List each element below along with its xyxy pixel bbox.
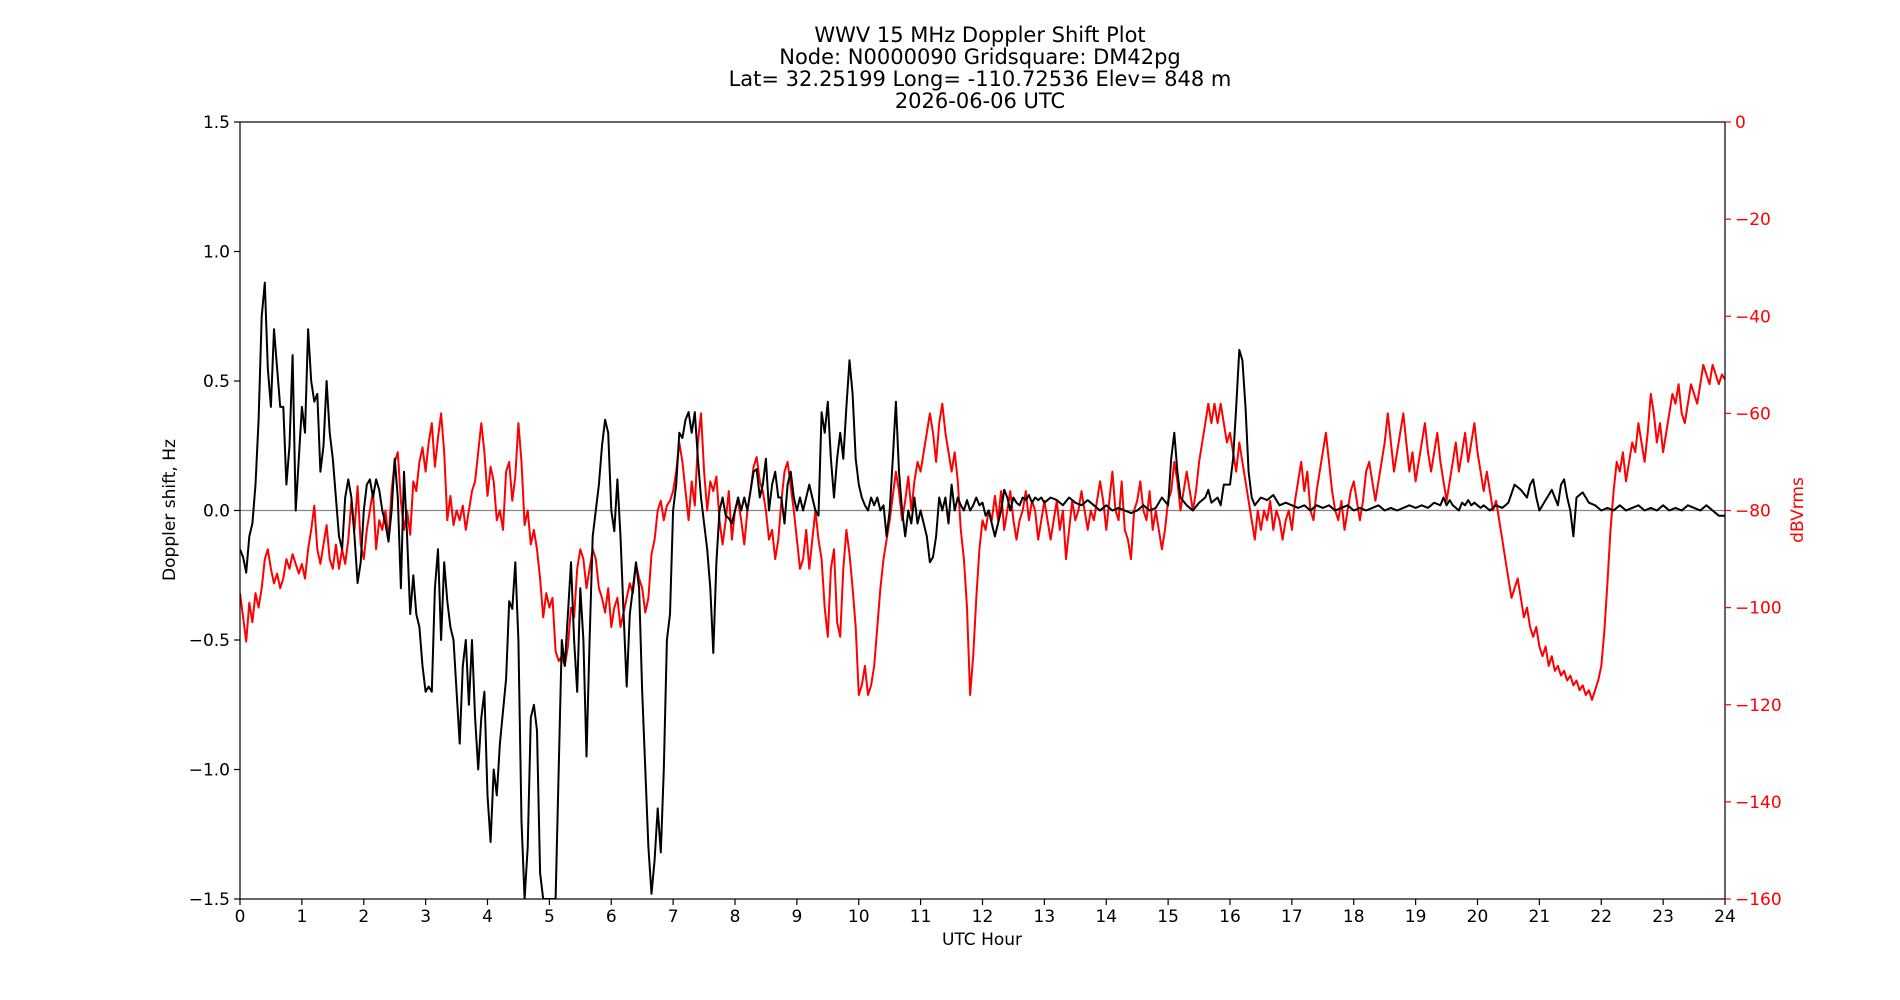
title-line-3: Lat= 32.25199 Long= -110.72536 Elev= 848… [729,67,1232,91]
series-group [240,281,1725,899]
x-tick-label: 4 [482,907,493,927]
title-line-2: Node: N0000090 Gridsquare: DM42pg [779,45,1181,69]
y2-tick-label: 0 [1735,113,1746,133]
y2-axis-label: dBVrms [1788,477,1808,543]
y-tick-label: −0.5 [189,631,230,651]
x-tick-label: 2 [358,907,369,927]
x-tick-label: 6 [606,907,617,927]
title-line-4: 2026-06-06 UTC [895,89,1065,113]
x-tick-label: 1 [296,907,307,927]
y2-tick-label: −20 [1735,210,1771,230]
x-tick-label: 19 [1405,907,1427,927]
x-tick-label: 20 [1467,907,1489,927]
x-tick-label: 3 [420,907,431,927]
x-tick-label: 10 [848,907,870,927]
x-axis: 0 1 2 3 4 5 6 7 8 9 10 11 12 13 14 15 16 17 18 19 20 21 22 23 24 [235,899,1736,927]
y2-tick-label: −80 [1735,502,1771,522]
y2-tick-label: −40 [1735,307,1771,327]
x-tick-label: 12 [972,907,994,927]
x-tick-label: 13 [1034,907,1056,927]
y-tick-label: 1.5 [203,113,230,133]
x-tick-label: 18 [1343,907,1365,927]
x-tick-label: 24 [1714,907,1736,927]
y-axis-left: −1.5 −1.0 −0.5 0.0 0.5 1.0 1.5 [189,113,240,910]
y2-tick-label: −120 [1735,696,1782,716]
x-tick-label: 11 [910,907,932,927]
x-tick-label: 16 [1219,907,1241,927]
y-axis-right: 0 −20 −40 −60 −80 −100 −120 −140 −160 [1725,113,1782,910]
y2-tick-label: −140 [1735,793,1782,813]
x-tick-label: 22 [1590,907,1612,927]
x-tick-label: 17 [1281,907,1303,927]
x-tick-label: 15 [1157,907,1179,927]
y-axis-label: Doppler shift, Hz [160,439,180,581]
doppler-series-line [240,281,1725,899]
x-tick-label: 0 [235,907,246,927]
y-tick-label: −1.5 [189,890,230,910]
title-line-1: WWV 15 MHz Doppler Shift Plot [814,23,1145,47]
x-tick-label: 7 [668,907,679,927]
x-tick-label: 9 [791,907,802,927]
y-tick-label: 0.5 [203,372,230,392]
power-series-line [240,363,1725,701]
x-tick-label: 8 [730,907,741,927]
x-tick-label: 21 [1529,907,1551,927]
y2-tick-label: −100 [1735,599,1782,619]
x-axis-label: UTC Hour [942,930,1022,950]
y2-tick-label: −160 [1735,890,1782,910]
y2-tick-label: −60 [1735,404,1771,424]
y-tick-label: 0.0 [203,502,230,522]
y-tick-label: 1.0 [203,243,230,263]
chart-title: WWV 15 MHz Doppler Shift Plot Node: N000… [729,23,1232,113]
x-tick-label: 23 [1652,907,1674,927]
x-tick-label: 5 [544,907,555,927]
y-tick-label: −1.0 [189,761,230,781]
x-tick-label: 14 [1095,907,1117,927]
